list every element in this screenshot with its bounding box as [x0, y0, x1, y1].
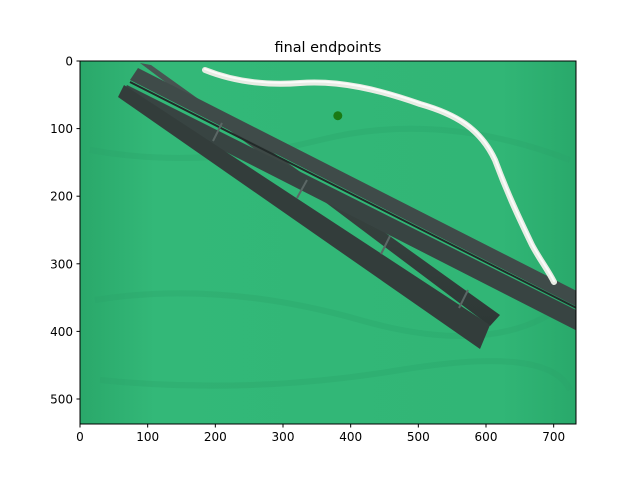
- chart-title: final endpoints: [275, 40, 382, 56]
- endpoint-marker: [333, 111, 343, 121]
- rail-body-top: [130, 68, 576, 307]
- rail-body-bottom: [120, 85, 576, 331]
- y-axis: 0 100 200 300 400 500: [50, 55, 80, 406]
- x-tick-label: 100: [136, 430, 159, 444]
- y-tick-label: 400: [50, 325, 73, 339]
- rail-joints: [212, 122, 469, 309]
- photo-background: [80, 61, 576, 424]
- y-tick-label: 500: [50, 392, 73, 406]
- x-axis: 0 100 200 300 400 500 600 700: [76, 424, 565, 444]
- rail-seam: [129, 81, 576, 309]
- y-tick-label: 100: [50, 122, 73, 136]
- x-tick-label: 400: [339, 430, 362, 444]
- data-points: [333, 111, 343, 121]
- rope-highlight: [204, 68, 555, 282]
- x-tick-label: 600: [475, 430, 498, 444]
- y-tick-label: 300: [50, 257, 73, 271]
- table-wrinkles: [89, 125, 573, 392]
- rail-lower: [118, 85, 490, 349]
- y-tick-label: 0: [65, 55, 73, 69]
- y-tick-label: 200: [50, 190, 73, 204]
- axes-frame: [79, 60, 577, 425]
- x-tick-label: 0: [76, 430, 84, 444]
- x-tick-label: 700: [542, 430, 565, 444]
- x-tick-label: 200: [204, 430, 227, 444]
- x-tick-label: 300: [272, 430, 295, 444]
- x-tick-label: 500: [407, 430, 430, 444]
